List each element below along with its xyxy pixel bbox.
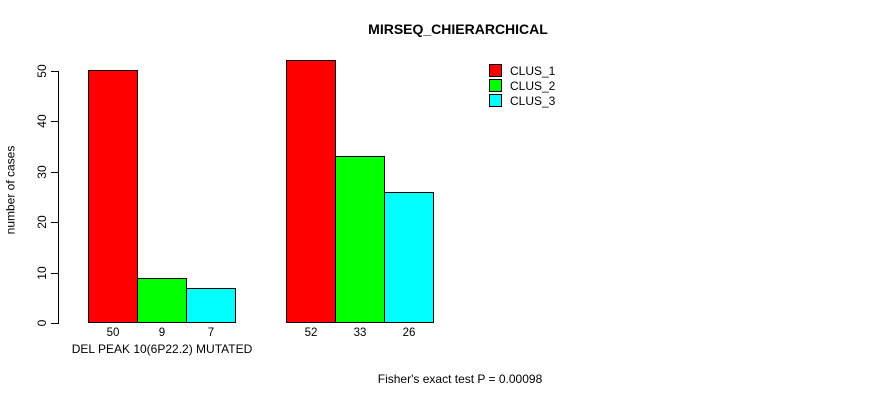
y-axis-tick-label: 50 (35, 64, 49, 78)
y-axis-tick (51, 273, 58, 274)
bar-clus_3 (384, 192, 434, 323)
y-axis-tick-label: 20 (35, 215, 49, 229)
y-axis-tick-label: 10 (35, 266, 49, 280)
bar-value-label: 50 (106, 327, 120, 339)
fisher-test-annotation: Fisher's exact test P = 0.00098 (377, 372, 543, 386)
bar-clus_2 (335, 156, 385, 323)
legend-swatch-clus_3 (489, 94, 502, 107)
legend-swatch-clus_1 (489, 64, 502, 77)
bar-value-label: 26 (402, 327, 416, 339)
chart-title: MIRSEQ_CHIERARCHICAL (368, 21, 548, 37)
y-axis-line (58, 71, 59, 324)
y-axis-tick-label: 40 (35, 114, 49, 128)
bar-value-label: 52 (304, 327, 318, 339)
x-axis-group-label: DEL PEAK 10(6P22.2) MUTATED (71, 342, 253, 356)
y-axis-tick (51, 121, 58, 122)
legend-label-clus_2: CLUS_2 (510, 79, 556, 93)
y-axis-title: number of cases (3, 145, 18, 235)
bar-value-label: 33 (353, 327, 367, 339)
bar-value-label: 9 (158, 327, 166, 339)
bar-clus_1 (286, 60, 336, 323)
bar-clus_2 (137, 278, 187, 323)
y-axis-tick (51, 172, 58, 173)
bar-clus_3 (186, 288, 236, 323)
y-axis-tick-label: 0 (35, 319, 49, 327)
y-axis-tick (51, 323, 58, 324)
y-axis-tick (51, 222, 58, 223)
bar-value-label: 7 (207, 327, 215, 339)
y-axis-tick-label: 30 (35, 165, 49, 179)
bar-clus_1 (88, 70, 138, 323)
legend-label-clus_1: CLUS_1 (510, 64, 556, 78)
legend-label-clus_3: CLUS_3 (510, 94, 556, 108)
legend-swatch-clus_2 (489, 79, 502, 92)
y-axis-tick (51, 71, 58, 72)
